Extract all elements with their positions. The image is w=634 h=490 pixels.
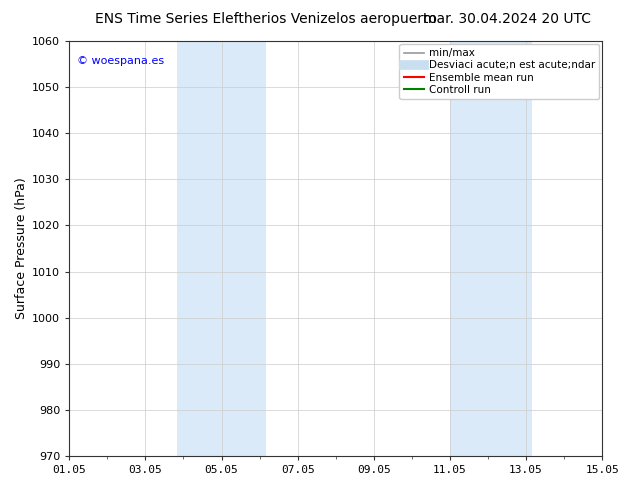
Bar [450, 41, 488, 456]
Bar [488, 41, 533, 456]
Y-axis label: Surface Pressure (hPa): Surface Pressure (hPa) [15, 178, 28, 319]
Bar [215, 41, 266, 456]
Text: © woespana.es: © woespana.es [77, 55, 164, 66]
Bar [177, 41, 215, 456]
Text: ENS Time Series Eleftherios Venizelos aeropuerto: ENS Time Series Eleftherios Venizelos ae… [95, 12, 437, 26]
Text: mar. 30.04.2024 20 UTC: mar. 30.04.2024 20 UTC [424, 12, 591, 26]
Legend: min/max, Desviaci acute;n est acute;ndar, Ensemble mean run, Controll run: min/max, Desviaci acute;n est acute;ndar… [399, 44, 599, 99]
